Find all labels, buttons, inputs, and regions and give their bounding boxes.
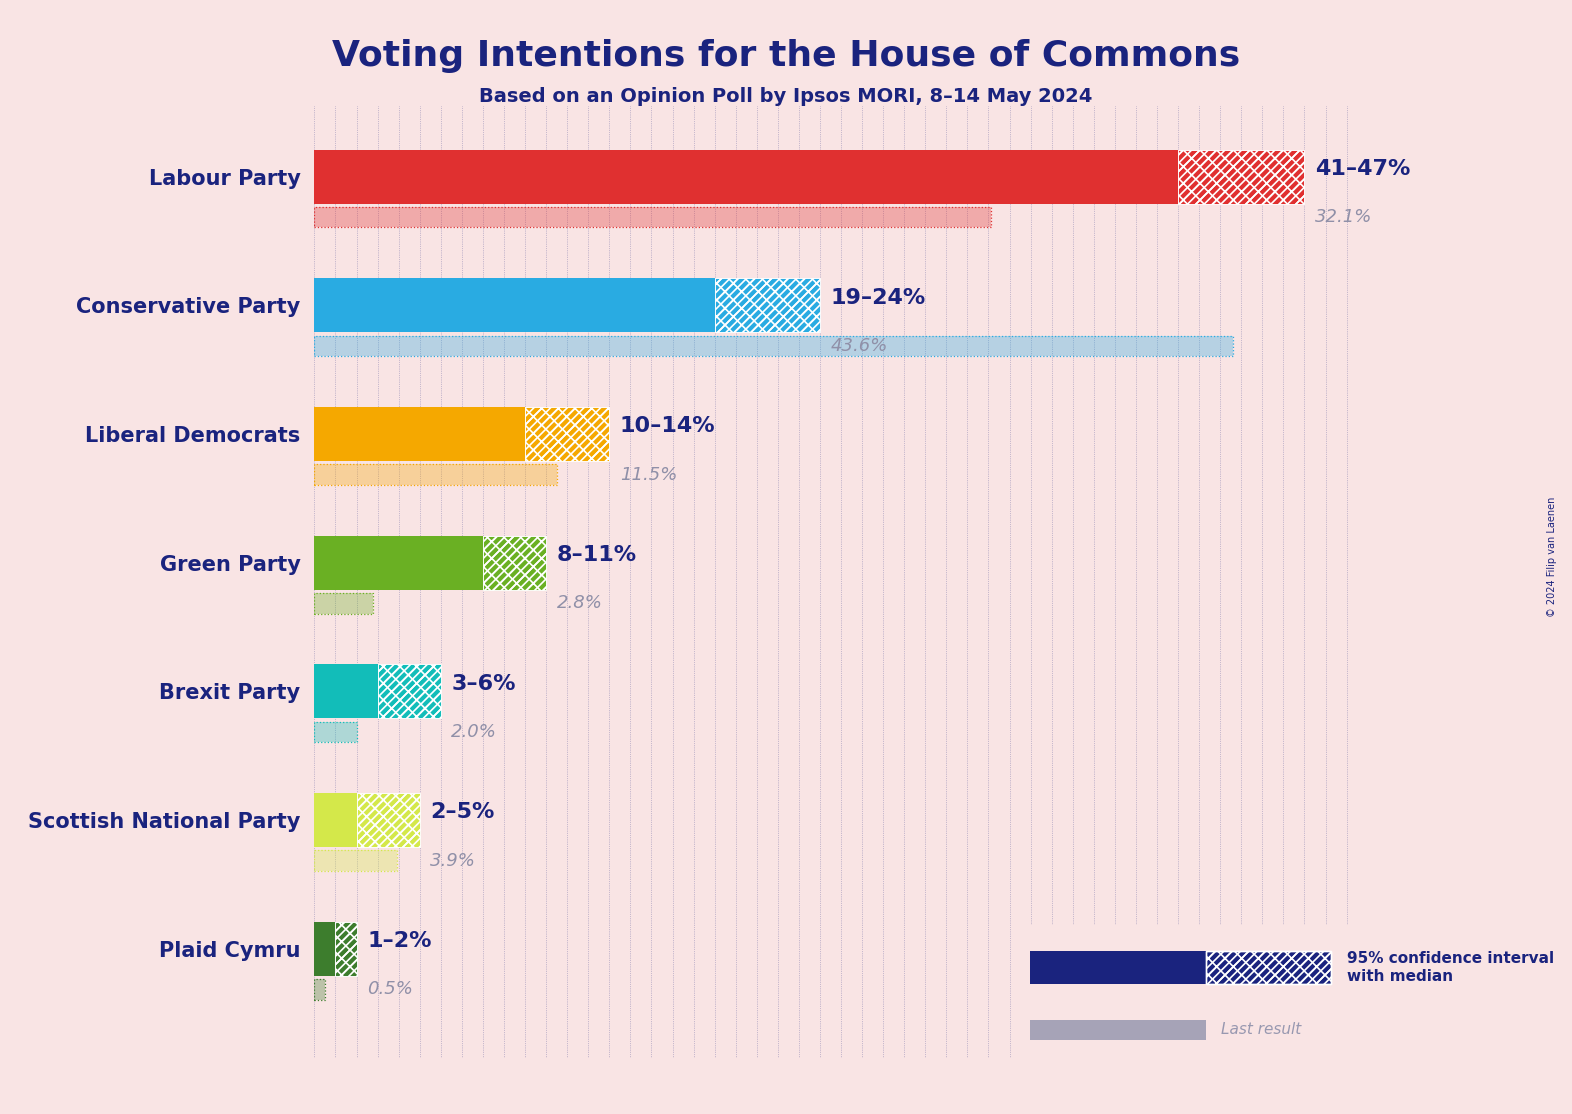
Text: 41–47%: 41–47% (1314, 159, 1410, 179)
Text: 32.1%: 32.1% (1314, 208, 1372, 226)
Bar (1030, 951, 1206, 984)
Text: 3.9%: 3.9% (431, 852, 476, 870)
Bar (377, 664, 440, 719)
Bar (314, 465, 556, 485)
Bar (314, 979, 325, 999)
Bar (314, 278, 715, 332)
Bar (314, 850, 396, 871)
Bar (715, 278, 821, 332)
Bar (335, 922, 357, 976)
Bar (314, 850, 396, 871)
Text: 10–14%: 10–14% (619, 417, 715, 437)
Bar (1206, 951, 1331, 984)
Bar (314, 407, 525, 461)
Bar (314, 979, 325, 999)
Text: 11.5%: 11.5% (619, 466, 678, 483)
Text: 0.5%: 0.5% (368, 980, 413, 998)
Text: Voting Intentions for the House of Commons: Voting Intentions for the House of Commo… (332, 39, 1240, 74)
Bar (314, 207, 990, 227)
Text: Based on an Opinion Poll by Ipsos MORI, 8–14 May 2024: Based on an Opinion Poll by Ipsos MORI, … (479, 87, 1093, 106)
Text: © 2024 Filip van Laenen: © 2024 Filip van Laenen (1547, 497, 1556, 617)
Bar (314, 335, 1232, 356)
Bar (314, 793, 357, 848)
Text: 43.6%: 43.6% (830, 336, 888, 355)
Bar (314, 335, 1232, 356)
Bar (314, 207, 990, 227)
Text: 8–11%: 8–11% (556, 545, 637, 565)
Bar (377, 664, 440, 719)
Text: 2–5%: 2–5% (431, 802, 495, 822)
Text: 1–2%: 1–2% (368, 931, 432, 951)
Bar (314, 922, 335, 976)
Bar (483, 536, 545, 589)
Bar (715, 278, 821, 332)
Bar (525, 407, 610, 461)
Text: 19–24%: 19–24% (830, 287, 926, 307)
Bar (314, 664, 377, 719)
Bar (483, 536, 545, 589)
Text: 95% confidence interval
with median: 95% confidence interval with median (1347, 951, 1553, 984)
Bar (335, 922, 357, 976)
Bar (314, 722, 357, 742)
Bar (1177, 149, 1305, 204)
Bar (314, 593, 374, 614)
Bar (525, 407, 610, 461)
Bar (314, 593, 374, 614)
Text: Last result: Last result (1221, 1023, 1302, 1037)
Bar (1177, 149, 1305, 204)
Bar (314, 722, 357, 742)
Text: 2.8%: 2.8% (556, 594, 602, 613)
Bar (357, 793, 420, 848)
Bar (314, 149, 1177, 204)
Bar (1206, 951, 1331, 984)
Text: 2.0%: 2.0% (451, 723, 497, 741)
Bar (1030, 1020, 1206, 1039)
Text: 3–6%: 3–6% (451, 674, 516, 694)
Bar (314, 536, 483, 589)
Bar (314, 465, 556, 485)
Bar (357, 793, 420, 848)
